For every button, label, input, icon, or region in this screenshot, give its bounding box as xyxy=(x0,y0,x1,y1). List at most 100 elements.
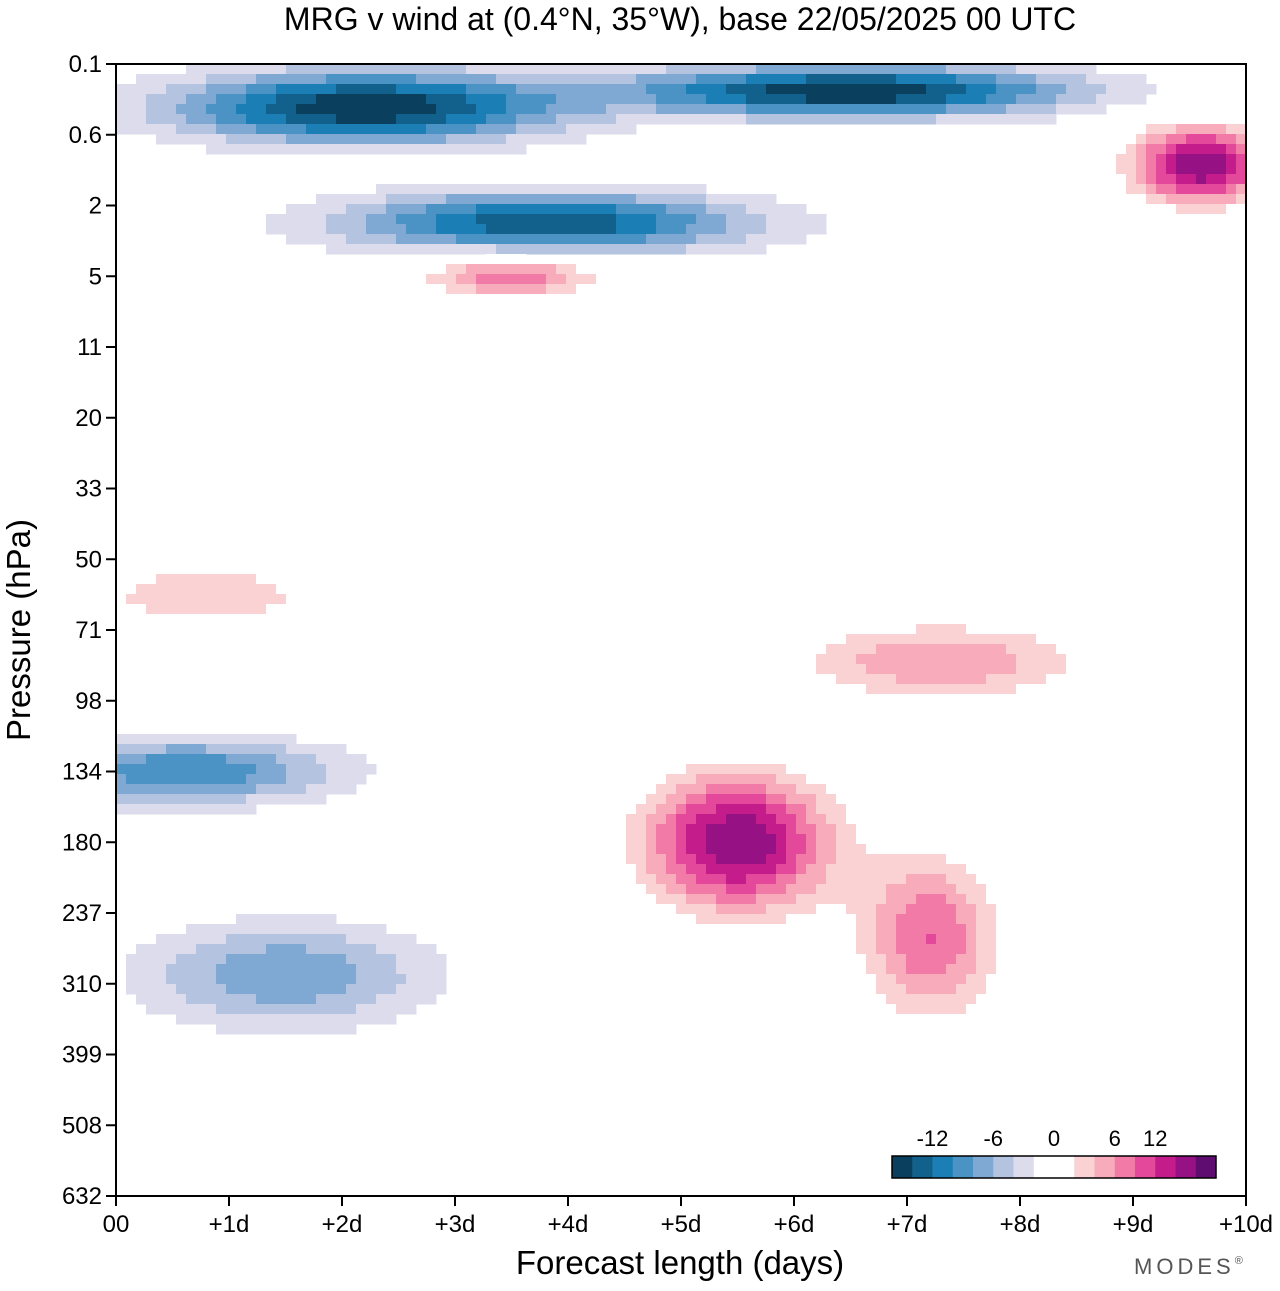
contour-cell xyxy=(856,114,867,125)
contour-cell xyxy=(906,1024,917,1035)
contour-cell xyxy=(476,74,487,85)
contour-cell xyxy=(976,904,987,915)
contour-cell xyxy=(796,854,807,865)
contour-cell xyxy=(756,824,767,835)
contour-cell xyxy=(296,934,307,945)
contour-cell xyxy=(466,204,477,215)
contour-cell xyxy=(1006,64,1017,75)
contour-cell xyxy=(876,664,887,675)
contour-cell xyxy=(686,84,697,95)
contour-cell xyxy=(896,824,907,835)
contour-cell xyxy=(386,964,397,975)
contour-cell xyxy=(346,74,357,85)
contour-cell xyxy=(346,204,357,215)
contour-cell xyxy=(366,1004,377,1015)
contour-cell xyxy=(696,784,707,795)
contour-cell xyxy=(536,94,547,105)
contour-cell xyxy=(696,824,707,835)
contour-cell xyxy=(126,794,137,805)
contour-cell xyxy=(676,94,687,105)
contour-cell xyxy=(256,784,267,795)
contour-cell xyxy=(406,994,417,1005)
contour-cell xyxy=(756,214,767,225)
contour-cell xyxy=(256,74,267,85)
contour-cell xyxy=(696,924,707,935)
contour-cell xyxy=(316,84,327,95)
contour-cell xyxy=(286,214,297,225)
contour-cell xyxy=(796,664,807,675)
contour-cell xyxy=(1156,124,1167,135)
contour-cell xyxy=(766,194,777,205)
contour-cell xyxy=(806,634,817,645)
contour-cell xyxy=(306,74,317,85)
contour-cell xyxy=(536,194,547,205)
contour-cell xyxy=(346,984,357,995)
contour-cell xyxy=(216,954,227,965)
contour-cell xyxy=(306,1004,317,1015)
contour-cell xyxy=(976,644,987,655)
contour-cell xyxy=(346,924,357,935)
contour-cell xyxy=(876,814,887,825)
contour-cell xyxy=(866,844,877,855)
contour-cell xyxy=(236,784,247,795)
contour-cell xyxy=(406,194,417,205)
contour-cell xyxy=(656,64,667,75)
contour-cell xyxy=(316,104,327,115)
contour-cell xyxy=(1226,154,1237,165)
contour-cell xyxy=(126,604,137,615)
colorbar-swatch xyxy=(1114,1156,1136,1178)
contour-cell xyxy=(1106,644,1117,655)
contour-cell xyxy=(1136,74,1147,85)
contour-cell xyxy=(1126,184,1137,195)
contour-cell xyxy=(876,1014,887,1025)
contour-cell xyxy=(636,214,647,225)
contour-cell xyxy=(786,674,797,685)
contour-cell xyxy=(206,584,217,595)
contour-cell xyxy=(266,734,277,745)
contour-cell xyxy=(1006,944,1017,955)
contour-cell xyxy=(526,74,537,85)
contour-cell xyxy=(816,874,827,885)
contour-cell xyxy=(166,604,177,615)
contour-cell xyxy=(396,994,407,1005)
contour-cell xyxy=(286,914,297,925)
contour-cell xyxy=(706,804,717,815)
contour-cell xyxy=(186,964,197,975)
contour-cell xyxy=(226,84,237,95)
contour-cell xyxy=(1006,974,1017,985)
contour-cell xyxy=(436,964,447,975)
contour-cell xyxy=(306,1014,317,1025)
contour-cell xyxy=(566,94,577,105)
contour-cell xyxy=(496,204,507,215)
contour-cell xyxy=(926,74,937,85)
contour-cell xyxy=(116,794,127,805)
contour-cell xyxy=(756,244,767,255)
contour-cell xyxy=(826,864,837,875)
contour-cell xyxy=(866,834,877,845)
contour-cell xyxy=(546,244,557,255)
contour-cell xyxy=(356,974,367,985)
contour-cell xyxy=(596,234,607,245)
contour-cell xyxy=(526,294,537,305)
contour-cell xyxy=(226,94,237,105)
contour-cell xyxy=(746,904,757,915)
contour-cell xyxy=(316,994,327,1005)
contour-cell xyxy=(656,904,667,915)
contour-cell xyxy=(456,224,467,235)
x-axis: 00 +1d +2d +3d +4d +5d +6d +7d +8d +9d +10d xyxy=(103,1196,1273,1238)
contour-cell xyxy=(916,1024,927,1035)
contour-cell xyxy=(876,974,887,985)
contour-cell xyxy=(166,584,177,595)
contour-cell xyxy=(736,894,747,905)
contour-cell xyxy=(746,744,757,755)
contour-cell xyxy=(826,794,837,805)
contour-cell xyxy=(1196,214,1207,225)
contour-cell xyxy=(356,94,367,105)
contour-cell xyxy=(136,604,147,615)
contour-cell xyxy=(666,84,677,95)
contour-cell xyxy=(526,124,537,135)
contour-cell xyxy=(396,124,407,135)
contour-cell xyxy=(1036,64,1047,75)
contour-cell xyxy=(736,924,747,935)
contour-cell xyxy=(276,134,287,145)
